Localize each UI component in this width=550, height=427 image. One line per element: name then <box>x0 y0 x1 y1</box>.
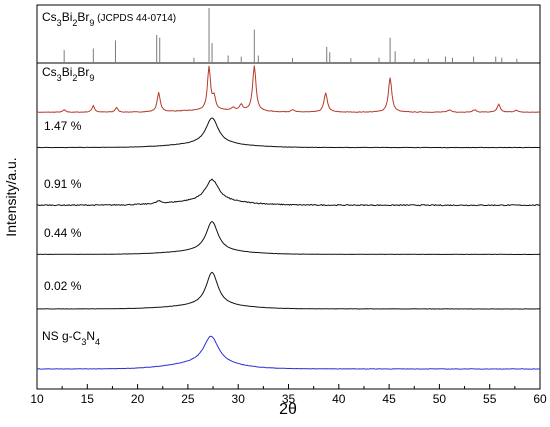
label-part: Cs <box>42 10 57 24</box>
x-tick-label: 30 <box>232 392 246 406</box>
label-part: N <box>86 329 95 343</box>
series-label: 0.44 % <box>44 226 82 240</box>
series-label: 0.91 % <box>44 177 82 191</box>
series-line <box>36 271 541 310</box>
label-part: 3 <box>81 337 86 347</box>
series-label: 0.02 % <box>44 279 82 293</box>
label-part: 1.47 % <box>44 119 82 133</box>
series-line <box>37 221 541 256</box>
label-part: 2 <box>72 73 77 83</box>
x-tick-label: 55 <box>483 392 497 406</box>
label-part: 0.02 % <box>44 279 82 293</box>
reference-label: Cs3Bi2Br9 (JCPDS 44-0714) <box>42 10 176 28</box>
label-part: 3 <box>57 73 62 83</box>
x-tick-label: 45 <box>382 392 396 406</box>
series-line <box>37 117 541 149</box>
series-label: 1.47 % <box>44 119 82 133</box>
series-line <box>36 65 541 113</box>
x-tick-label: 35 <box>282 392 296 406</box>
label-part: 0.91 % <box>44 177 82 191</box>
x-tick-label: 60 <box>533 392 547 406</box>
label-part: 9 <box>89 73 94 83</box>
label-part: 9 <box>89 18 94 28</box>
reference-pattern <box>63 8 518 62</box>
x-tick-label: 15 <box>81 392 95 406</box>
label-part: Bi <box>62 10 73 24</box>
label-part: 0.44 % <box>44 226 82 240</box>
label-part: NS g-C <box>42 329 82 343</box>
label-part: Br <box>77 10 89 24</box>
label-part: Bi <box>62 65 73 79</box>
series-line <box>36 335 541 370</box>
label-part: Cs <box>42 65 57 79</box>
x-axis-label: 2θ <box>279 401 297 418</box>
label-part: 3 <box>57 18 62 28</box>
x-axis: 10 15 20 25 30 35 40 45 50 55 60 <box>30 384 547 406</box>
series-group <box>36 65 541 370</box>
series-line <box>36 178 541 207</box>
y-axis-label: Intensity/a.u. <box>3 157 19 236</box>
x-tick-label: 25 <box>181 392 195 406</box>
x-tick-label: 20 <box>131 392 145 406</box>
label-part: 2 <box>72 18 77 28</box>
x-tick-label: 40 <box>332 392 346 406</box>
label-part: Br <box>77 65 89 79</box>
label-part: (JCPDS 44-0714) <box>94 13 176 24</box>
label-part: 4 <box>95 337 100 347</box>
series-label: Cs3Bi2Br9 <box>42 65 94 83</box>
x-tick-label: 10 <box>30 392 44 406</box>
series-label: NS g-C3N4 <box>42 329 100 347</box>
x-tick-label: 50 <box>433 392 447 406</box>
